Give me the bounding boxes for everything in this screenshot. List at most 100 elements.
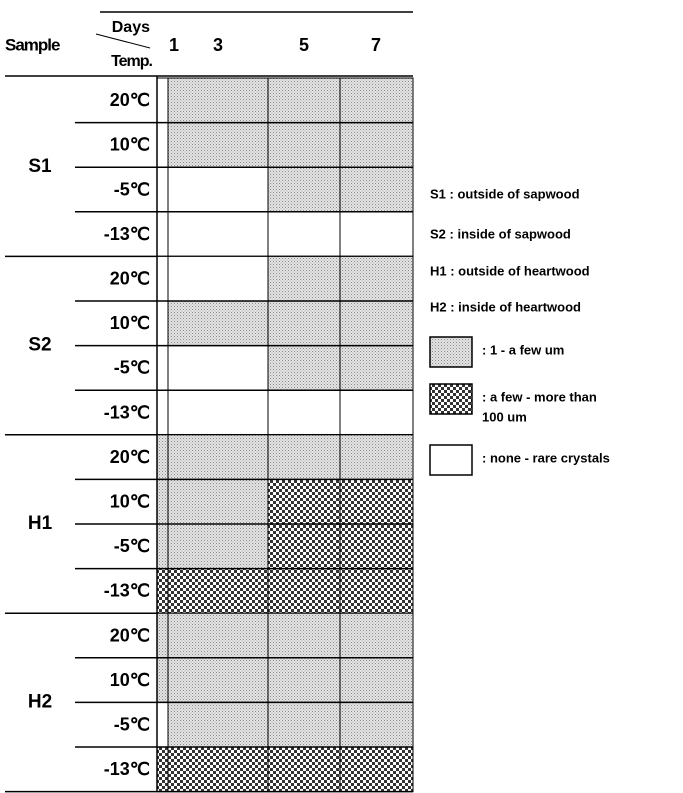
day-label: 3 (213, 35, 223, 55)
cell (156, 166, 169, 213)
day-label: 5 (299, 35, 309, 55)
cell (167, 612, 269, 659)
cell (267, 122, 341, 168)
cell (339, 478, 414, 525)
cell (339, 657, 414, 703)
cell (167, 345, 269, 391)
cell (339, 122, 414, 168)
abbreviation: S1 : outside of sapwood (430, 186, 580, 201)
cell (267, 478, 341, 525)
cell (156, 300, 169, 347)
cell (267, 300, 341, 347)
cell (267, 434, 341, 480)
header-sample: Sample (5, 35, 60, 54)
cell (267, 701, 341, 748)
temp-label: 20℃ (110, 268, 150, 288)
temp-label: -13℃ (104, 224, 150, 244)
abbreviation: S2 : inside of sapwood (430, 226, 571, 241)
temp-label: -5℃ (114, 358, 150, 378)
cell (156, 122, 169, 168)
cell (156, 746, 169, 793)
cell (167, 122, 269, 168)
cell (339, 701, 414, 748)
cell (339, 612, 414, 659)
temp-label: 10℃ (110, 491, 150, 511)
cell (167, 701, 269, 748)
cell (339, 211, 414, 257)
cell (167, 255, 269, 302)
cell (156, 345, 169, 391)
cell (156, 612, 169, 659)
temp-label: 20℃ (110, 447, 150, 467)
temp-label: 20℃ (110, 90, 150, 110)
cell (156, 77, 169, 124)
temp-label: -5℃ (114, 179, 150, 199)
cell (339, 300, 414, 347)
cell (167, 211, 269, 257)
cell (267, 612, 341, 659)
cell (156, 389, 169, 436)
cell (339, 389, 414, 436)
cell (167, 523, 269, 570)
cell (156, 255, 169, 302)
cell (156, 434, 169, 480)
cell (267, 255, 341, 302)
abbreviation: H1 : outside of heartwood (430, 263, 590, 278)
cell (167, 746, 269, 793)
cell (167, 77, 269, 124)
cell (156, 211, 169, 257)
cell (167, 166, 269, 213)
group-label: H1 (28, 513, 53, 534)
cell (339, 345, 414, 391)
legend-key (429, 444, 473, 476)
group-label: S2 (28, 335, 51, 356)
cell (267, 166, 341, 213)
cell (267, 77, 341, 124)
legend-label: : 1 - a few um (482, 342, 564, 357)
temp-label: 20℃ (110, 625, 150, 645)
cell (339, 166, 414, 213)
temp-label: -13℃ (104, 581, 150, 601)
cell (167, 389, 269, 436)
cell (156, 523, 169, 570)
cell (156, 701, 169, 748)
header-diagonal (95, 33, 151, 49)
cell (167, 434, 269, 480)
cell (267, 657, 341, 703)
cell (156, 568, 169, 614)
temp-label: -5℃ (114, 536, 150, 556)
day-label: 7 (371, 35, 381, 55)
abbreviation: H2 : inside of heartwood (430, 299, 581, 314)
cell (339, 746, 414, 793)
cell (167, 568, 269, 614)
cell (339, 568, 414, 614)
temp-label: -13℃ (104, 759, 150, 779)
cell (339, 255, 414, 302)
cell (267, 211, 341, 257)
legend-key (429, 383, 473, 415)
legend-label: 100 um (482, 409, 527, 424)
cell (156, 657, 169, 703)
cell (167, 657, 269, 703)
cell (267, 523, 341, 570)
cell (167, 300, 269, 347)
header-days: Days (112, 19, 150, 36)
group-label: H2 (28, 691, 52, 712)
temp-label: -5℃ (114, 714, 150, 734)
cell (339, 434, 414, 480)
cell (339, 77, 414, 124)
group-label: S1 (28, 156, 52, 177)
header-temp: Temp. (111, 53, 152, 70)
cell (267, 746, 341, 793)
legend-key (429, 336, 473, 368)
cell (167, 478, 269, 525)
temp-label: -13℃ (104, 402, 150, 422)
legend-label: : a few - more than (482, 389, 597, 404)
cell (267, 568, 341, 614)
cell (267, 345, 341, 391)
cell (156, 478, 169, 525)
legend-label: : none - rare crystals (482, 450, 610, 465)
temp-label: 10℃ (110, 313, 150, 333)
temp-label: 10℃ (110, 670, 150, 690)
